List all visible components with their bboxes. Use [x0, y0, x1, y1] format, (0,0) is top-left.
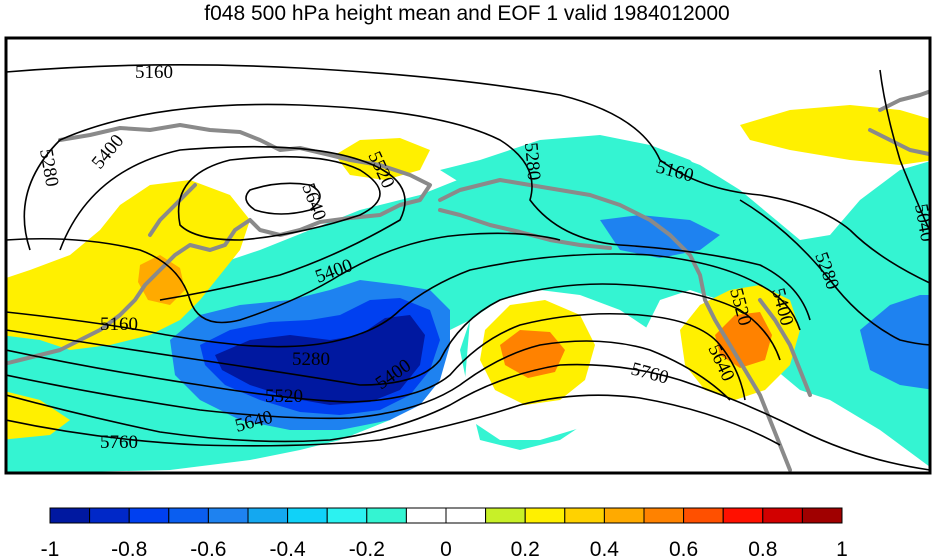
height-contours	[6, 64, 930, 471]
colorbar-cell	[49, 507, 91, 524]
contour-5280-mid	[6, 253, 801, 348]
coastline-aleutians	[438, 208, 612, 250]
colorbar-cell	[366, 507, 407, 524]
contour-5400-mid	[6, 283, 781, 386]
shade-darkblue	[215, 315, 425, 405]
contour-label: 5040	[910, 202, 934, 243]
contour-5280-east	[739, 199, 930, 346]
contour-5520-loop	[177, 155, 381, 241]
shade-yellow-northeast	[740, 105, 930, 165]
contour-5520-mid	[6, 312, 746, 403]
contour-label: 5160	[100, 314, 138, 335]
shade-orange-west	[138, 255, 185, 305]
colorbar-cell	[445, 507, 487, 524]
colorbar-cell	[247, 507, 289, 524]
eof-shading	[6, 105, 930, 472]
contour-5640-loop	[245, 182, 321, 215]
colorbar-cell	[168, 507, 209, 524]
colorbar-ticks: -1 -0.8 -0.6 -0.4 -0.2 0 0.2 0.4 0.6 0.8 1	[41, 538, 848, 558]
shade-orange-mid	[500, 330, 565, 378]
colorbar-cell	[207, 507, 249, 524]
shade-lightblue-east	[860, 295, 930, 390]
map-title: f048 500 hPa height mean and EOF 1 valid…	[204, 2, 730, 25]
colorbar-tick-label: -0.6	[190, 538, 226, 558]
colorbar-cell	[722, 507, 764, 524]
colorbar-cell	[564, 507, 605, 524]
colorbar-cell	[128, 507, 170, 524]
colorbar-tick-label: -0.8	[111, 538, 147, 558]
colorbar-cell	[89, 507, 130, 524]
map-plot-area: 5160 5280 5400 5520 5640 5160 5280 5400 …	[6, 38, 934, 473]
coastline-north-america	[758, 89, 930, 397]
colorbar-tick-label: -0.4	[270, 538, 307, 558]
contour-label: 5280	[292, 349, 330, 370]
colorbar-cell	[326, 507, 368, 524]
shade-orange-east	[715, 312, 772, 368]
colorbar-cell	[287, 507, 328, 524]
contour-5160-north	[6, 64, 851, 231]
contour-5280-outer	[23, 103, 811, 321]
contour-5640-south	[6, 340, 731, 420]
contour-5160-west	[6, 232, 561, 324]
contour-label: 5280	[520, 142, 544, 182]
contour-label: 5760	[100, 432, 138, 453]
coastline-japan	[148, 183, 197, 237]
colorbar-tick-label: 0.6	[669, 538, 698, 558]
colorbar-tick-label: 0.2	[511, 538, 540, 558]
shade-yellow-west	[6, 180, 250, 350]
colorbar-cells	[49, 507, 843, 524]
shade-yellow-southwest	[6, 391, 70, 440]
shade-lightblue-north	[600, 215, 720, 258]
coastline-asia	[6, 123, 432, 366]
colorbar-cell	[524, 507, 566, 524]
colorbar-tick-label: 0.4	[590, 538, 620, 558]
coastline-alaska	[438, 178, 792, 472]
colorbar-tick-label: -1	[41, 538, 60, 558]
colorbar-cell	[683, 507, 724, 524]
colorbar-tick-label: 0.8	[748, 538, 777, 558]
colorbar-tick-label: 0	[440, 538, 452, 558]
contour-5040-east	[879, 69, 930, 234]
plot-frame	[4, 36, 932, 475]
contour-label: 5160	[135, 62, 173, 83]
colorbar-cell	[762, 507, 803, 524]
colorbar-cell	[405, 507, 447, 524]
colorbar-cell	[485, 507, 526, 524]
contour-5760-south	[6, 363, 930, 471]
contour-5160-east	[849, 229, 930, 284]
colorbar-cell	[643, 507, 685, 524]
contour-label: 5520	[265, 386, 303, 407]
colorbar-cell	[603, 507, 645, 524]
colorbar-tick-label: -0.2	[349, 538, 385, 558]
colorbar-tick-label: 1	[836, 538, 848, 558]
colorbar-cell	[801, 507, 843, 524]
contour-5400-north	[59, 145, 406, 301]
coastlines	[6, 89, 930, 472]
contour-5760-lower	[6, 394, 781, 447]
